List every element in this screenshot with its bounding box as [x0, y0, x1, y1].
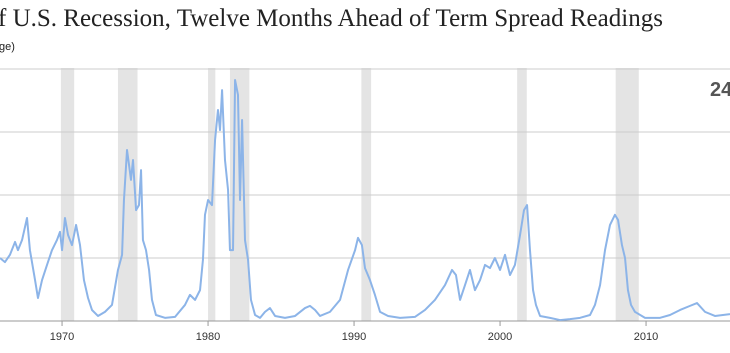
- x-tick-label: 1980: [196, 331, 220, 343]
- data-line: [0, 79, 730, 322]
- plot: [0, 79, 730, 322]
- x-tick-label: 2010: [634, 331, 658, 343]
- chart-title: f U.S. Recession, Twelve Months Ahead of…: [0, 5, 663, 32]
- x-tick-label: 1990: [342, 331, 366, 343]
- annotation: 24: [710, 79, 730, 101]
- chart-subtitle: ge): [0, 41, 15, 53]
- x-tick-label: 1970: [50, 331, 74, 343]
- grid: 1970 1980 1990 2000 2010: [0, 68, 730, 343]
- x-tick-label: 2000: [488, 331, 512, 343]
